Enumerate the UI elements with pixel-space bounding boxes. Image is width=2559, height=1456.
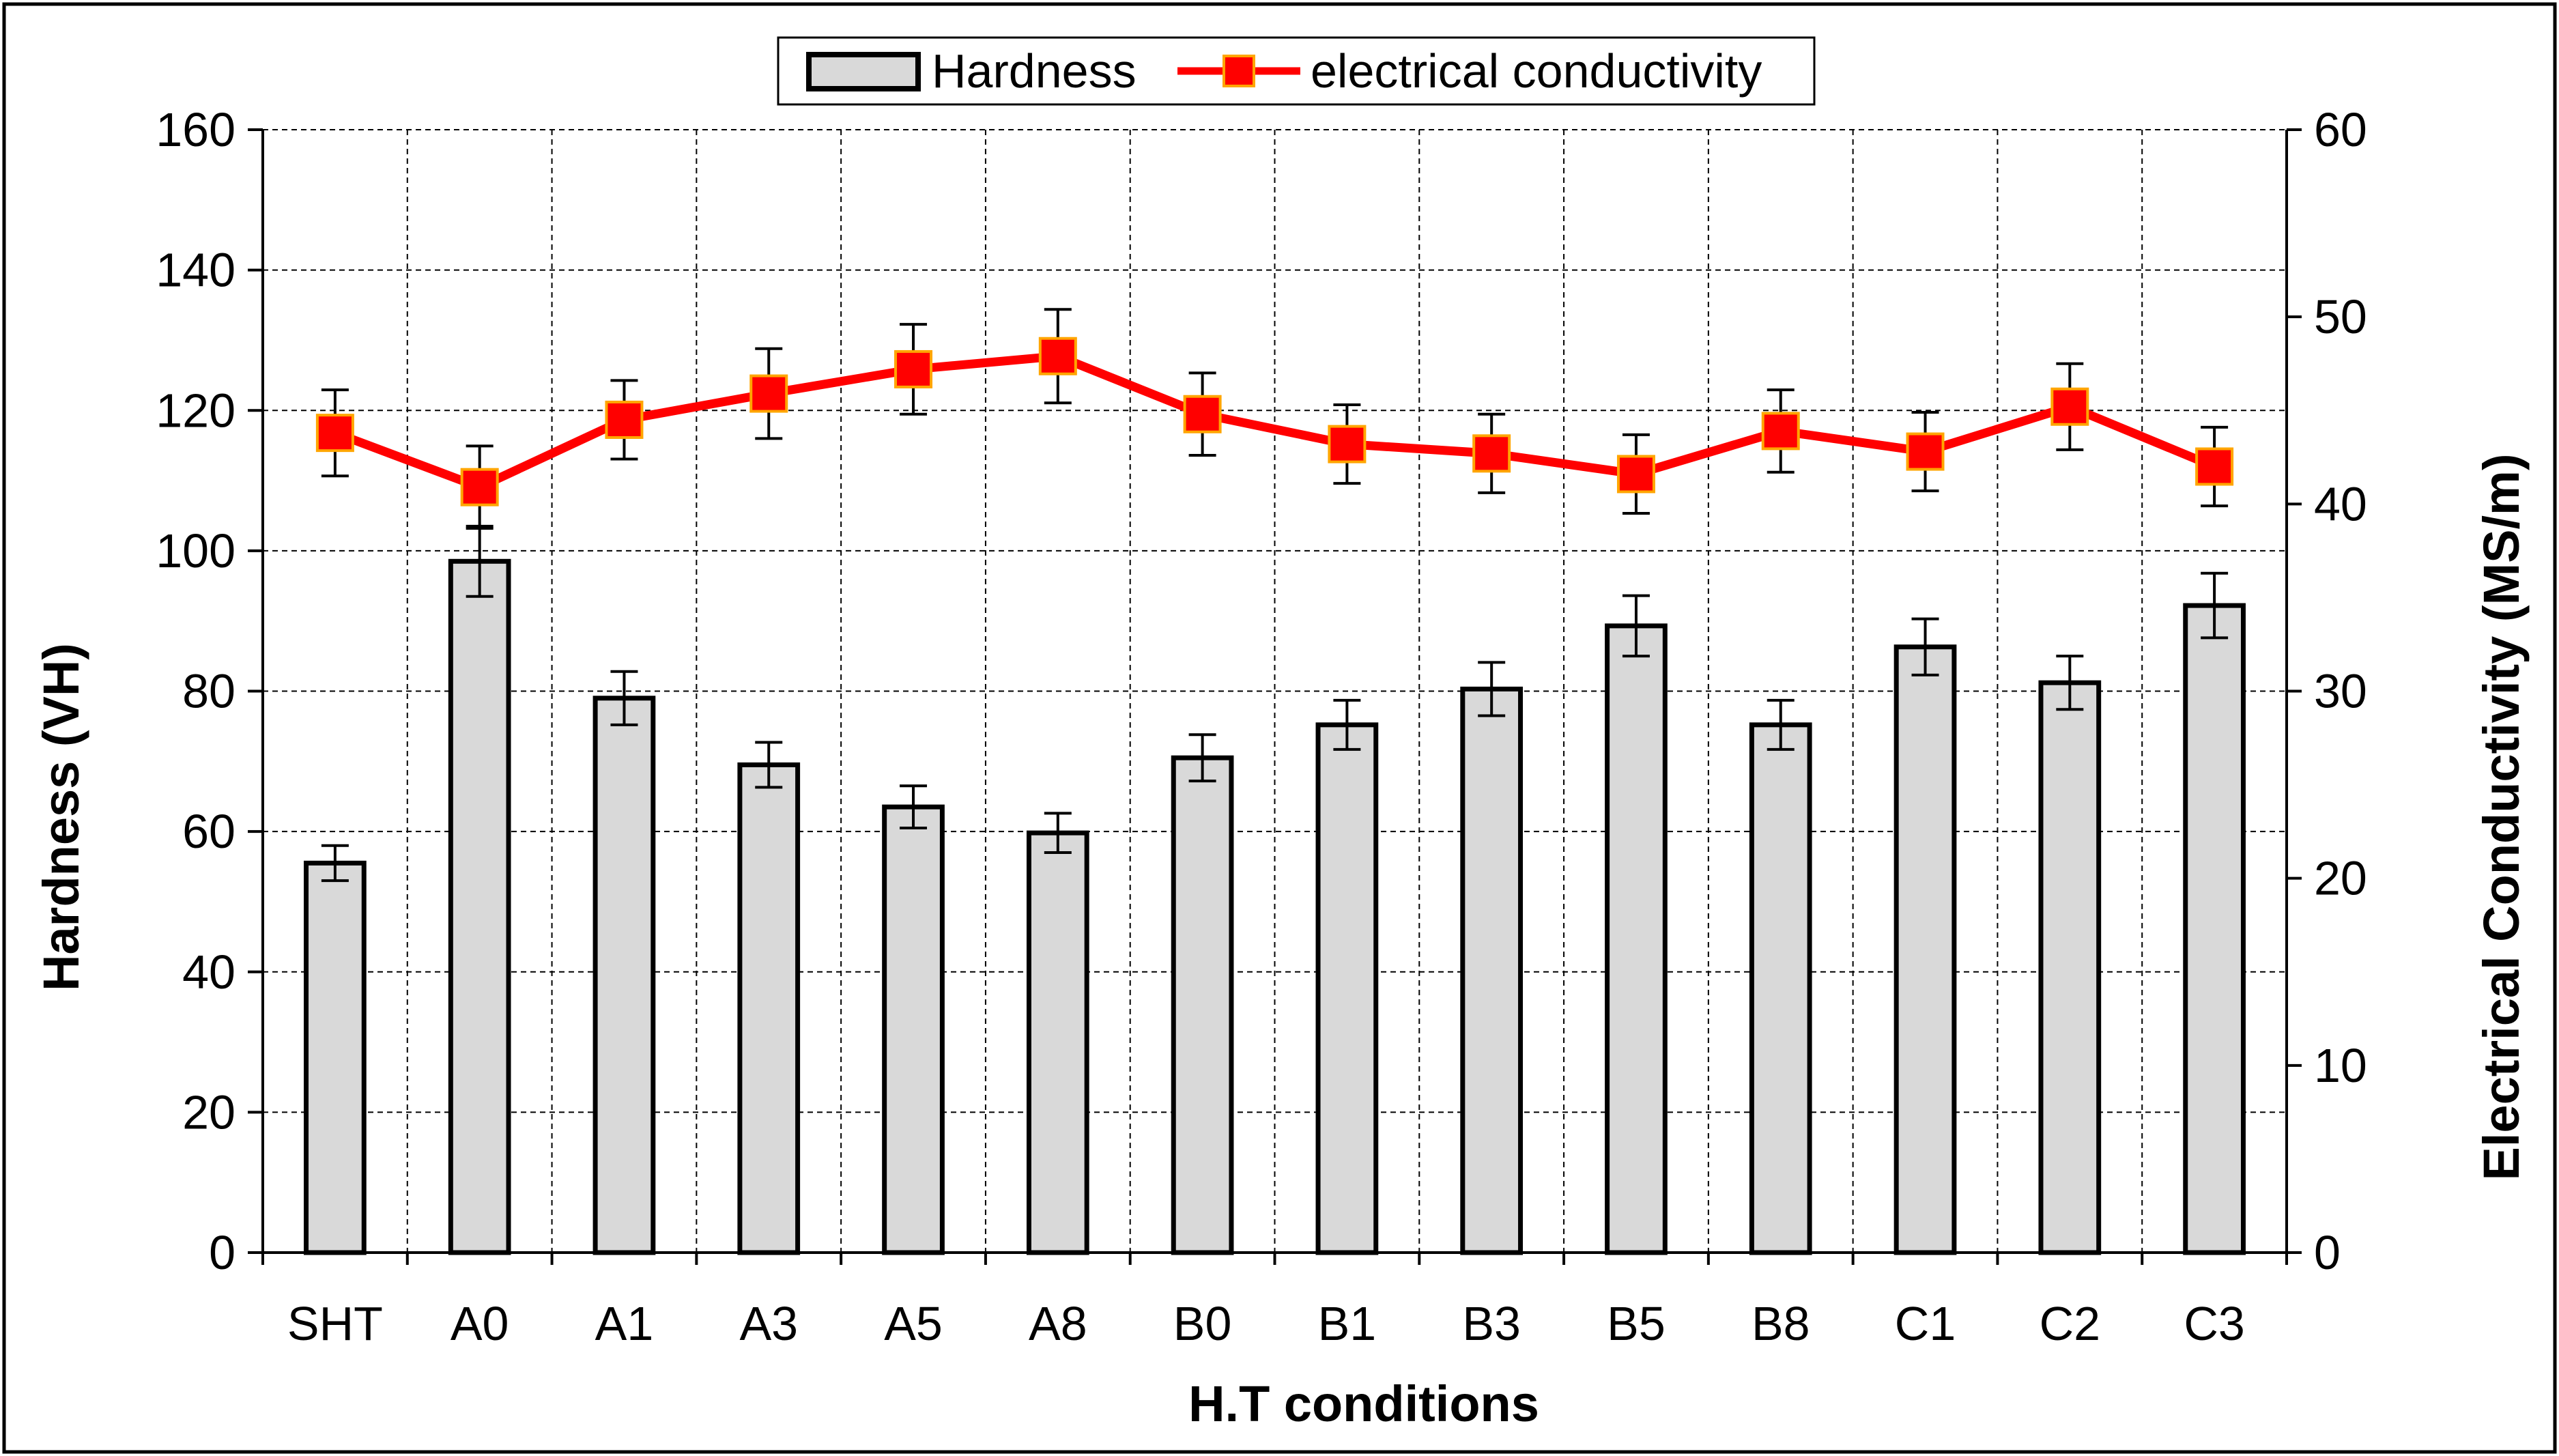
left-tick-label-160: 160 [156, 103, 235, 156]
conductivity-marker-A3 [749, 374, 788, 413]
bar-A5 [882, 804, 945, 1255]
right-tick-label-40: 40 [2314, 477, 2367, 530]
conductivity-marker-B5 [1616, 455, 1655, 494]
x-tick-label-A3: A3 [739, 1297, 798, 1350]
conductivity-marker-B0 [1183, 395, 1222, 433]
left-tick-label-60: 60 [182, 805, 235, 858]
conductivity-marker-A0 [460, 468, 499, 506]
right-tick-label-50: 50 [2314, 290, 2367, 343]
conductivity-marker-SHT [315, 414, 354, 453]
y-axis-title: Hardness (VH) [33, 643, 89, 991]
right-tick-label-60: 60 [2314, 103, 2367, 156]
bar-C2 [2038, 680, 2102, 1255]
conductivity-marker-C1 [1906, 432, 1945, 471]
left-tick-label-120: 120 [156, 384, 235, 437]
bar-A3 [737, 762, 801, 1255]
x-tick-label-A5: A5 [884, 1297, 943, 1350]
legend-conductivity-marker [1223, 55, 1255, 87]
y2-axis-title: Electrical Conductivity (MS/m) [2473, 454, 2530, 1181]
x-tick-label-B5: B5 [1607, 1297, 1666, 1350]
conductivity-line [333, 352, 2216, 492]
x-tick-label-B8: B8 [1752, 1297, 1810, 1350]
right-tick-label-0: 0 [2314, 1226, 2341, 1279]
bar-C3 [2183, 603, 2246, 1255]
right-tick-label-20: 20 [2314, 852, 2367, 905]
conductivity-marker-B3 [1472, 434, 1511, 473]
conductivity-marker-C2 [2050, 387, 2089, 426]
conductivity-polyline [333, 352, 2216, 492]
x-tick-label-A0: A0 [451, 1297, 509, 1350]
bar-B1 [1315, 722, 1379, 1255]
left-tick-label-20: 20 [182, 1085, 235, 1139]
left-tick-label-100: 100 [156, 524, 235, 577]
right-tick-label-10: 10 [2314, 1039, 2367, 1092]
conductivity-marker-A1 [605, 400, 644, 439]
left-tick-label-40: 40 [182, 945, 235, 999]
bar-B5 [1605, 623, 1668, 1255]
x-tick-label-B3: B3 [1462, 1297, 1521, 1350]
left-tick-label-140: 140 [156, 244, 235, 297]
bar-B8 [1749, 722, 1812, 1255]
conductivity-marker-C3 [2195, 447, 2234, 486]
legend-hardness-swatch [806, 52, 921, 91]
axes [248, 128, 2302, 1265]
legend-conductivity-label: electrical conductivity [1311, 44, 1762, 98]
bar-A1 [592, 696, 656, 1255]
conductivity-markers [315, 337, 2234, 506]
conductivity-marker-A5 [894, 349, 933, 388]
legend-hardness-label: Hardness [932, 44, 1136, 98]
x-axis-title: H.T conditions [1188, 1375, 1539, 1432]
bar-B0 [1171, 755, 1234, 1255]
bar-A8 [1026, 830, 1089, 1255]
x-tick-label-SHT: SHT [287, 1297, 383, 1350]
bar-C1 [1893, 644, 1957, 1255]
x-tick-label-A8: A8 [1029, 1297, 1087, 1350]
right-tick-label-30: 30 [2314, 665, 2367, 718]
left-tick-label-80: 80 [182, 665, 235, 718]
x-tick-label-A1: A1 [595, 1297, 654, 1350]
bar-B3 [1460, 686, 1524, 1255]
x-tick-label-B1: B1 [1318, 1297, 1377, 1350]
hardness-error-bars [321, 524, 2229, 883]
x-tick-label-C3: C3 [2184, 1297, 2244, 1350]
x-tick-label-B0: B0 [1173, 1297, 1232, 1350]
conductivity-marker-B1 [1328, 425, 1367, 463]
tick-labels: 0 20 40 60 80 100 120 140 160 0 10 20 30 40 50 60 SHT A0 A… [156, 103, 2367, 1350]
conductivity-marker-B8 [1761, 412, 1800, 451]
left-tick-label-0: 0 [209, 1226, 235, 1279]
legend: Hardness electrical conductivity [777, 36, 1816, 106]
x-tick-label-C2: C2 [2040, 1297, 2100, 1350]
hardness-bars [304, 558, 2246, 1255]
x-tick-label-C1: C1 [1895, 1297, 1956, 1350]
bar-A0 [448, 558, 511, 1255]
bar-SHT [304, 860, 367, 1255]
conductivity-marker-A8 [1038, 337, 1077, 375]
